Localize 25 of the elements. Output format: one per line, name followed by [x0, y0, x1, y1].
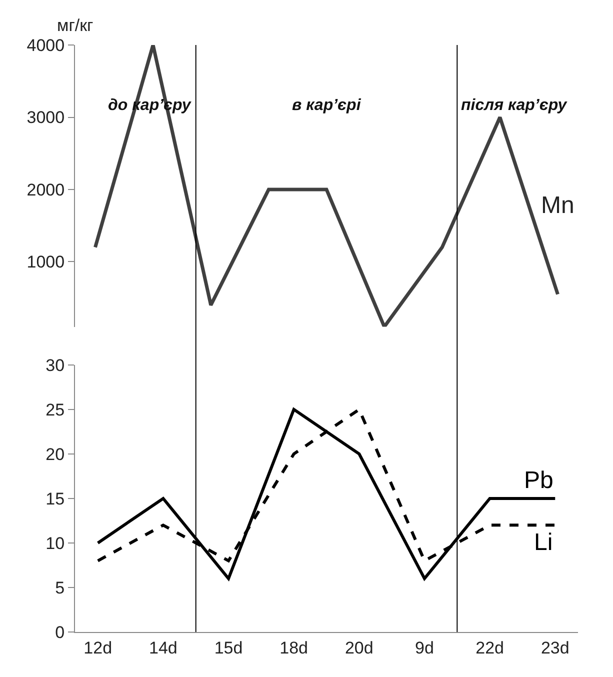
y-tick-label: 15 — [46, 489, 65, 508]
x-tick-label: 14d — [149, 638, 178, 658]
series-label: Mn — [541, 192, 574, 219]
x-tick-label: 20d — [344, 638, 374, 658]
y-tick-label: 0 — [55, 622, 65, 642]
x-tick-label: 23d — [540, 638, 570, 658]
y-tick-label: 3000 — [26, 108, 65, 128]
x-tick-label: 12d — [84, 638, 112, 658]
y-tick-label: 2000 — [26, 180, 65, 200]
y-tick-label: 10 — [46, 534, 65, 553]
y-tick-label: 4000 — [26, 36, 65, 55]
x-tick-label: 15d — [214, 638, 243, 658]
x-tick-label: 9d — [415, 638, 434, 658]
x-tick-label: 18d — [280, 638, 308, 658]
y-tick-label: 30 — [46, 356, 65, 375]
annotation: в кар’єрі — [292, 97, 362, 114]
y-axis-title: мг/кг — [57, 16, 94, 35]
y-tick-label: 20 — [46, 444, 65, 464]
series-label: Pb — [524, 467, 554, 494]
y-tick-label: 1000 — [26, 252, 65, 272]
x-tick-label: 22d — [476, 638, 504, 658]
annotation: після кар’єру — [461, 97, 568, 114]
y-tick-label: 5 — [55, 578, 65, 598]
series-label: Li — [534, 529, 553, 556]
y-tick-label: 25 — [46, 400, 65, 420]
